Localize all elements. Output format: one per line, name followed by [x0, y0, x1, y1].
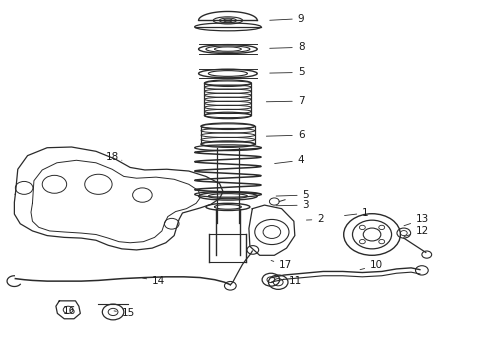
Text: 11: 11 [283, 276, 302, 286]
Text: 6: 6 [267, 130, 304, 140]
Text: 7: 7 [267, 96, 304, 106]
Text: 13: 13 [404, 215, 429, 226]
Text: 5: 5 [270, 67, 304, 77]
Text: 15: 15 [114, 309, 135, 318]
Text: 3: 3 [276, 200, 309, 210]
Text: 14: 14 [143, 276, 166, 286]
Text: 1: 1 [344, 208, 369, 218]
Text: 10: 10 [360, 260, 383, 270]
Text: 16: 16 [63, 306, 76, 316]
Text: 9: 9 [270, 14, 304, 24]
Text: 18: 18 [106, 152, 122, 162]
Text: 12: 12 [404, 226, 429, 237]
Text: 8: 8 [270, 42, 304, 52]
Text: 17: 17 [271, 260, 293, 270]
Text: 5: 5 [276, 190, 309, 200]
Text: 2: 2 [306, 215, 324, 224]
Text: 4: 4 [274, 155, 304, 165]
